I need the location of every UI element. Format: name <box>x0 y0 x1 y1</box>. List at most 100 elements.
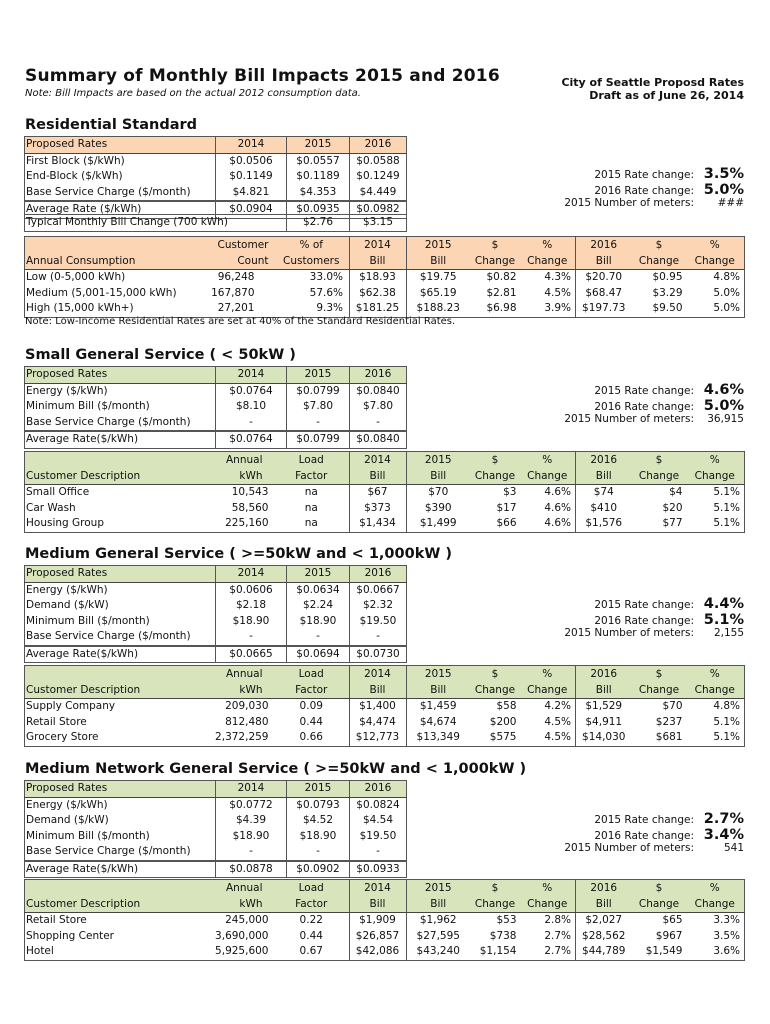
rate-value: - <box>215 844 287 861</box>
column-header-bottom: Customer Description <box>26 684 141 696</box>
column-header-bottom: Bill <box>430 470 447 482</box>
column-header-top: Load <box>298 882 324 894</box>
bill-value: 2.7% <box>544 945 571 958</box>
rate-value: $0.0840 <box>349 430 407 448</box>
rate-value: $0.0904 <box>215 200 287 218</box>
rate-change-2016-value: 5.0% <box>703 181 744 198</box>
rate-value: $19.50 <box>349 613 407 629</box>
column-header: 2016 Bill <box>575 879 633 913</box>
column-header-bottom: Bill <box>369 684 386 696</box>
bill-value: $70 <box>662 700 683 713</box>
bill-value: 33.0% <box>309 271 343 284</box>
bill-value: 2.7% <box>544 929 571 942</box>
bill-row: Grocery Store 2,372,259 0.66 $12,773 $13,349… <box>25 730 745 746</box>
bill-impacts-table: Customer Description Annual kWh Load Factor 2… <box>24 879 745 961</box>
rate-value: $18.90 <box>215 613 287 629</box>
column-header-top: Load <box>298 668 324 680</box>
bill-value: $967 <box>655 929 683 942</box>
column-header-bottom: Bill <box>369 255 386 267</box>
rate-label: Base Service Charge ($/month) <box>26 415 191 428</box>
column-header-bottom: Change <box>638 898 680 910</box>
rates-row: Base Service Charge ($/month) - - - <box>25 844 407 861</box>
section-title: Small General Service ( < 50kW ) <box>25 347 296 363</box>
rate-change-2015: 2015 Rate change: 4.6% <box>484 382 744 398</box>
column-header: $ Change <box>470 665 521 699</box>
bill-value: 4.5% <box>544 286 571 299</box>
rate-value: $0.0878 <box>215 859 287 878</box>
bills-header-row: Annual Consumption Customer Count % of Custo… <box>24 236 745 270</box>
rate-value: $0.0665 <box>215 644 287 663</box>
rate-value: $18.90 <box>286 828 350 844</box>
bill-value: $43,240 <box>406 944 471 960</box>
column-header-top: 2016 <box>590 882 618 894</box>
rate-value: $4.449 <box>349 184 407 201</box>
number-of-meters-label: 2015 Number of meters: <box>564 197 694 209</box>
section-title: Medium Network General Service ( >=50kW … <box>25 761 527 777</box>
number-of-meters-value: ### <box>717 197 744 209</box>
bill-value: 0.66 <box>299 731 323 744</box>
bill-value: $1,154 <box>479 945 517 958</box>
bill-value: $62.38 <box>349 285 407 301</box>
bill-value: $181.25 <box>349 301 407 317</box>
customer-description: High (15,000 kWh+) <box>26 302 134 315</box>
bill-value: $68.47 <box>575 285 633 301</box>
rate-change-2016: 2016 Rate change: 5.0% <box>484 398 744 414</box>
rate-value: - <box>215 629 287 646</box>
rates-row: Base Service Charge ($/month) - - - <box>25 414 407 431</box>
bill-row: Shopping Center 3,690,000 0.44 $26,857 $27,5… <box>25 928 745 944</box>
rate-value: 2014 <box>215 780 287 798</box>
rate-value: $18.90 <box>215 828 287 844</box>
rate-value: $18.90 <box>286 613 350 629</box>
column-header: 2015 Bill <box>406 879 471 913</box>
rate-change-summary: 2015 Rate change: 4.4% 2016 Rate change: 5.… <box>484 596 744 643</box>
bill-value: 0.44 <box>299 715 323 728</box>
column-header-bottom: Bill <box>430 684 447 696</box>
bill-value: 4.5% <box>544 731 571 744</box>
rate-value: 2014 <box>215 366 287 384</box>
bill-row: Housing Group 225,160 na $1,434 $1,499 $66 4.6… <box>25 516 745 532</box>
bill-row: Retail Store 245,000 0.22 $1,909 $1,962 $53 2.… <box>25 912 745 929</box>
rates-row: Energy ($/kWh) $0.0606 $0.0634 $0.0667 <box>25 582 407 598</box>
column-header-top: Load <box>298 454 324 466</box>
draft-date: Draft as of June 26, 2014 <box>589 89 744 102</box>
column-header-top: 2014 <box>364 882 391 894</box>
rate-label: Base Service Charge ($/month) <box>26 630 191 643</box>
bill-value: $4,674 <box>406 714 471 730</box>
rate-change-2015-label: 2015 Rate change: <box>594 814 694 826</box>
number-of-meters-value: 541 <box>723 842 744 854</box>
bill-value: 5.0% <box>713 286 740 299</box>
rate-label: Proposed Rates <box>24 780 216 798</box>
typical-value: $2.76 <box>286 214 350 231</box>
rates-row: Minimum Bill ($/month) $18.90 $18.90 $19.50 <box>25 613 407 629</box>
rates-table: Proposed Rates 2014 2015 2016 Energy ($/kWh)… <box>24 780 407 878</box>
rate-value: $0.0982 <box>349 200 407 218</box>
bill-value: $18.93 <box>349 269 407 286</box>
column-header: % of Customers <box>274 236 350 270</box>
column-header: $ Change <box>470 451 521 485</box>
rate-label: Minimum Bill ($/month) <box>26 400 150 413</box>
column-header-bottom: Change <box>638 470 680 482</box>
rate-value: - <box>349 629 407 646</box>
customer-description: Grocery Store <box>26 731 99 744</box>
column-header: Load Factor <box>274 451 350 485</box>
bill-value: $3.29 <box>652 286 683 299</box>
column-header: % Change <box>520 879 576 913</box>
rate-change-2015: 2015 Rate change: 4.4% <box>484 596 744 612</box>
bill-value: 58,560 <box>231 501 269 514</box>
column-header-bottom: Change <box>694 470 735 482</box>
typical-bill-change-row: Typical Monthly Bill Change (700 kWh) $2.… <box>25 214 407 231</box>
rate-label: First Block ($/kWh) <box>26 154 125 167</box>
bill-value: 3.5% <box>713 929 740 942</box>
bill-value: $1,434 <box>349 516 407 532</box>
column-header: 2014 Bill <box>349 879 407 913</box>
column-header-top: $ <box>655 668 663 680</box>
rate-value: $0.1189 <box>286 169 350 185</box>
column-header-bottom: Change <box>474 684 516 696</box>
bill-value: $74 <box>575 484 633 501</box>
rates-table: Proposed Rates 2014 2015 2016 Energy ($/kWh)… <box>24 565 407 663</box>
column-header: 2014 Bill <box>349 665 407 699</box>
bill-row: Low (0-5,000 kWh) 96,248 33.0% $18.93 $19.75… <box>25 269 745 286</box>
column-header-top: 2016 <box>590 239 618 251</box>
rate-value: $0.0694 <box>286 644 350 663</box>
column-header: % Change <box>520 665 576 699</box>
